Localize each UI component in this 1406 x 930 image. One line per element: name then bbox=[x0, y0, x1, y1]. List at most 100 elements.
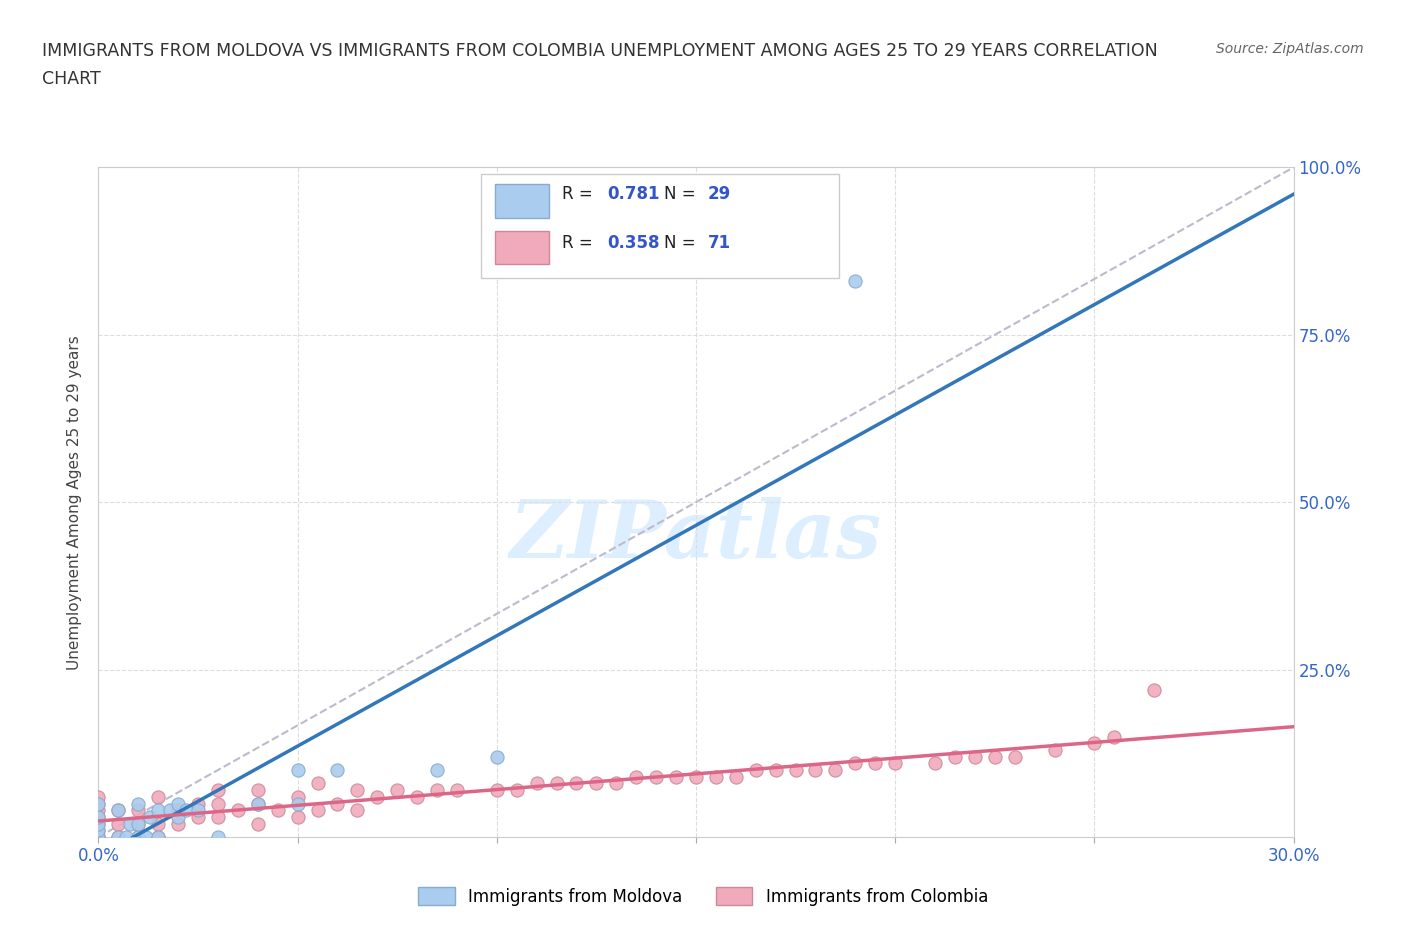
Point bbox=[207, 796, 229, 811]
Text: R =: R = bbox=[562, 234, 598, 252]
Point bbox=[167, 796, 190, 811]
Point bbox=[87, 823, 110, 838]
Point bbox=[287, 763, 309, 777]
Point bbox=[267, 803, 290, 817]
Point bbox=[326, 796, 349, 811]
Point bbox=[87, 809, 110, 824]
Point bbox=[246, 796, 269, 811]
Point bbox=[307, 803, 329, 817]
Point bbox=[665, 769, 688, 784]
Point bbox=[984, 750, 1007, 764]
Point bbox=[546, 776, 568, 790]
Point bbox=[246, 817, 269, 831]
Text: ZIPatlas: ZIPatlas bbox=[510, 497, 882, 575]
Point bbox=[565, 776, 588, 790]
Point bbox=[385, 783, 409, 798]
Point bbox=[844, 273, 866, 288]
Point bbox=[174, 803, 197, 817]
Point bbox=[1102, 729, 1125, 744]
Point bbox=[87, 790, 110, 804]
Text: N =: N = bbox=[664, 234, 700, 252]
Point bbox=[246, 783, 269, 798]
Point bbox=[785, 763, 807, 777]
Text: Source: ZipAtlas.com: Source: ZipAtlas.com bbox=[1216, 42, 1364, 56]
Point bbox=[187, 803, 209, 817]
Point bbox=[187, 796, 209, 811]
Y-axis label: Unemployment Among Ages 25 to 29 years: Unemployment Among Ages 25 to 29 years bbox=[67, 335, 83, 670]
Point bbox=[127, 817, 149, 831]
Text: 71: 71 bbox=[709, 234, 731, 252]
Point bbox=[287, 790, 309, 804]
Point bbox=[87, 817, 110, 831]
Point bbox=[626, 769, 648, 784]
Point bbox=[943, 750, 966, 764]
Point bbox=[127, 796, 149, 811]
Point bbox=[307, 776, 329, 790]
Text: 29: 29 bbox=[709, 185, 731, 203]
Point bbox=[485, 783, 508, 798]
Point bbox=[148, 790, 170, 804]
Point bbox=[87, 803, 110, 817]
Point bbox=[120, 817, 142, 831]
Point bbox=[346, 803, 368, 817]
Point bbox=[765, 763, 787, 777]
Point bbox=[87, 823, 110, 838]
Point bbox=[127, 830, 149, 844]
Point bbox=[685, 769, 707, 784]
Point bbox=[207, 809, 229, 824]
Point bbox=[207, 830, 229, 844]
Point bbox=[426, 783, 449, 798]
Text: CHART: CHART bbox=[42, 70, 101, 87]
Point bbox=[226, 803, 249, 817]
Point bbox=[167, 803, 190, 817]
Point bbox=[148, 830, 170, 844]
Point bbox=[1043, 742, 1066, 757]
Point bbox=[1004, 750, 1026, 764]
Point bbox=[406, 790, 429, 804]
Point bbox=[506, 783, 529, 798]
Point bbox=[87, 809, 110, 824]
Point bbox=[127, 803, 149, 817]
Point bbox=[135, 830, 157, 844]
Point bbox=[187, 809, 209, 824]
Point bbox=[526, 776, 548, 790]
FancyBboxPatch shape bbox=[495, 231, 548, 264]
Point bbox=[107, 817, 129, 831]
Point bbox=[326, 763, 349, 777]
Legend: Immigrants from Moldova, Immigrants from Colombia: Immigrants from Moldova, Immigrants from… bbox=[412, 881, 994, 912]
Point bbox=[115, 830, 138, 844]
Point bbox=[167, 809, 190, 824]
Point bbox=[605, 776, 627, 790]
Point bbox=[1143, 683, 1166, 698]
Point bbox=[745, 763, 768, 777]
Point bbox=[844, 756, 866, 771]
Point bbox=[585, 776, 607, 790]
Point bbox=[107, 803, 129, 817]
Point bbox=[159, 803, 181, 817]
Point bbox=[246, 796, 269, 811]
Point bbox=[346, 783, 368, 798]
Point bbox=[87, 817, 110, 831]
FancyBboxPatch shape bbox=[481, 174, 839, 278]
Point bbox=[804, 763, 827, 777]
Point bbox=[645, 769, 668, 784]
Text: 0.358: 0.358 bbox=[607, 234, 659, 252]
Point bbox=[148, 817, 170, 831]
Point bbox=[863, 756, 887, 771]
Point bbox=[107, 830, 129, 844]
Point bbox=[107, 803, 129, 817]
Point bbox=[127, 830, 149, 844]
Point bbox=[127, 817, 149, 831]
Point bbox=[1083, 736, 1105, 751]
Text: N =: N = bbox=[664, 185, 700, 203]
Text: 0.781: 0.781 bbox=[607, 185, 659, 203]
Point bbox=[148, 803, 170, 817]
Point bbox=[139, 809, 162, 824]
Point bbox=[87, 796, 110, 811]
Point bbox=[167, 817, 190, 831]
Point bbox=[148, 830, 170, 844]
Point bbox=[87, 830, 110, 844]
Point bbox=[724, 769, 747, 784]
Point bbox=[287, 796, 309, 811]
Point bbox=[87, 830, 110, 844]
